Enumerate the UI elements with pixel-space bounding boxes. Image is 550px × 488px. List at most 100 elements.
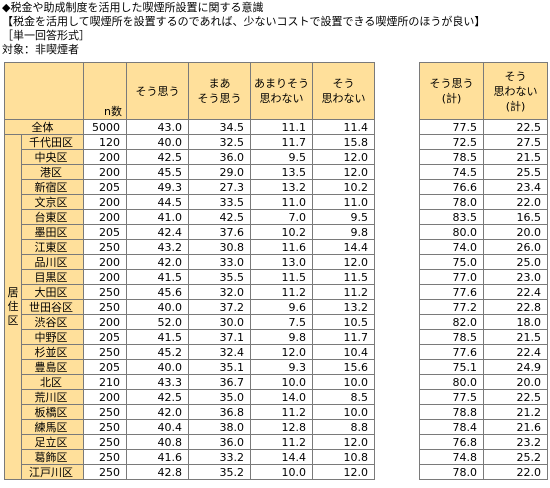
cell-n: 250 — [83, 404, 127, 420]
table-header-row: n数 そう思う まあ そう思う あまりそう 思わない そう 思わない — [4, 62, 375, 120]
cell-value: 37.2 — [188, 299, 251, 315]
cell-total: 18.0 — [483, 314, 548, 330]
table-row: 台東区 200 41.0 42.5 7.0 9.5 — [5, 209, 375, 225]
cell-value: 9.6 — [250, 299, 313, 315]
table-row: 76.6 23.4 — [419, 179, 548, 195]
cell-value: 8.5 — [312, 389, 375, 405]
cell-value: 36.0 — [188, 434, 251, 450]
cell-total: 74.5 — [419, 164, 484, 180]
cell-value: 15.6 — [312, 359, 375, 375]
table-row: 新宿区 205 49.3 27.3 13.2 10.2 — [5, 179, 375, 195]
results-table: n数 そう思う まあ そう思う あまりそう 思わない そう 思わない 全体 5000 43… — [4, 62, 375, 480]
cell-value: 12.0 — [312, 164, 375, 180]
cell-value: 11.1 — [250, 119, 313, 135]
table-row: 77.6 22.4 — [419, 344, 548, 360]
table-row: 74.0 26.0 — [419, 239, 548, 255]
cell-total: 78.0 — [419, 464, 484, 480]
cell-total: 25.5 — [483, 164, 548, 180]
table-row: 渋谷区 200 52.0 30.0 7.5 10.5 — [5, 314, 375, 330]
table-row: 板橋区 250 42.0 36.8 11.2 10.0 — [5, 404, 375, 420]
cell-n: 200 — [83, 194, 127, 210]
row-label: 世田谷区 — [21, 299, 84, 315]
cell-total: 27.5 — [483, 134, 548, 150]
row-label: 中央区 — [21, 149, 84, 165]
table-row: 78.0 22.0 — [419, 194, 548, 210]
cell-n: 250 — [83, 284, 127, 300]
cell-value: 12.0 — [312, 434, 375, 450]
cell-total: 22.8 — [483, 299, 548, 315]
cell-value: 13.2 — [250, 179, 313, 195]
cell-value: 14.0 — [250, 389, 313, 405]
cell-total: 23.2 — [483, 434, 548, 450]
row-label: 足立区 — [21, 434, 84, 450]
cell-value: 9.5 — [312, 209, 375, 225]
cell-total: 25.2 — [483, 449, 548, 465]
cell-total: 74.8 — [419, 449, 484, 465]
cell-value: 32.0 — [188, 284, 251, 300]
cell-value: 13.5 — [250, 164, 313, 180]
row-label: 荒川区 — [21, 389, 84, 405]
row-label: 中野区 — [21, 329, 84, 345]
table-row: 78.4 21.6 — [419, 419, 548, 435]
cell-value: 9.8 — [312, 224, 375, 240]
cell-n: 250 — [83, 449, 127, 465]
cell-value: 7.5 — [250, 314, 313, 330]
row-label: 千代田区 — [21, 134, 84, 150]
cell-value: 32.5 — [188, 134, 251, 150]
cell-total: 21.5 — [483, 329, 548, 345]
cell-value: 33.5 — [188, 194, 251, 210]
total-row: 全体 5000 43.0 34.5 11.1 11.4 — [4, 119, 375, 135]
cell-value: 11.2 — [250, 434, 313, 450]
cell-n: 250 — [83, 344, 127, 360]
cell-total: 78.8 — [419, 404, 484, 420]
row-label: 大田区 — [21, 284, 84, 300]
cell-total: 82.0 — [419, 314, 484, 330]
cell-n: 250 — [83, 419, 127, 435]
cell-n: 200 — [83, 164, 127, 180]
header-disagree: そう 思わない — [312, 62, 375, 120]
row-label: 江東区 — [21, 239, 84, 255]
cell-n: 205 — [83, 359, 127, 375]
cell-value: 42.0 — [126, 404, 189, 420]
cell-value: 12.0 — [312, 149, 375, 165]
cell-value: 11.2 — [250, 404, 313, 420]
cell-value: 37.1 — [188, 329, 251, 345]
table-row: 荒川区 200 42.5 35.0 14.0 8.5 — [5, 389, 375, 405]
table-row: 墨田区 205 42.4 37.6 10.2 9.8 — [5, 224, 375, 240]
cell-value: 10.0 — [312, 374, 375, 390]
cell-value: 11.0 — [250, 194, 313, 210]
cell-value: 11.4 — [312, 119, 375, 135]
cell-value: 33.2 — [188, 449, 251, 465]
cell-n: 200 — [83, 149, 127, 165]
cell-total: 78.5 — [419, 329, 484, 345]
cell-value: 36.8 — [188, 404, 251, 420]
header-agree: そう思う — [126, 62, 189, 120]
table-row: 83.5 16.5 — [419, 209, 548, 225]
table-row: 江東区 250 43.2 30.8 11.6 14.4 — [5, 239, 375, 255]
table-row: 74.8 25.2 — [419, 449, 548, 465]
cell-total: 22.4 — [483, 284, 548, 300]
cell-value: 36.7 — [188, 374, 251, 390]
cell-total: 24.9 — [483, 359, 548, 375]
header-disagree-total: そう 思わない (計) — [483, 62, 548, 120]
row-label: 台東区 — [21, 209, 84, 225]
cell-value: 44.5 — [126, 194, 189, 210]
cell-total: 83.5 — [419, 209, 484, 225]
cell-value: 41.5 — [126, 269, 189, 285]
row-label: 練馬区 — [21, 419, 84, 435]
row-label: 墨田区 — [21, 224, 84, 240]
chart-subtitle: 【税金を活用して喫煙所を設置するのであれば、少ないコストで設置できる喫煙所のほう… — [2, 15, 486, 28]
chart-title: ◆税金や助成制度を活用した喫煙所設置に関する意識 — [2, 1, 264, 14]
cell-n: 200 — [83, 269, 127, 285]
cell-value: 9.3 — [250, 359, 313, 375]
table-row: 77.0 23.0 — [419, 269, 548, 285]
table-row: 80.0 20.0 — [419, 224, 548, 240]
cell-value: 11.2 — [312, 284, 375, 300]
cell-value: 11.2 — [250, 284, 313, 300]
header-somewhat-disagree: あまりそう 思わない — [250, 62, 313, 120]
cell-value: 10.8 — [312, 449, 375, 465]
table-row: 74.5 25.5 — [419, 164, 548, 180]
cell-n: 120 — [83, 134, 127, 150]
cell-total: 77.6 — [419, 344, 484, 360]
row-label: 港区 — [21, 164, 84, 180]
